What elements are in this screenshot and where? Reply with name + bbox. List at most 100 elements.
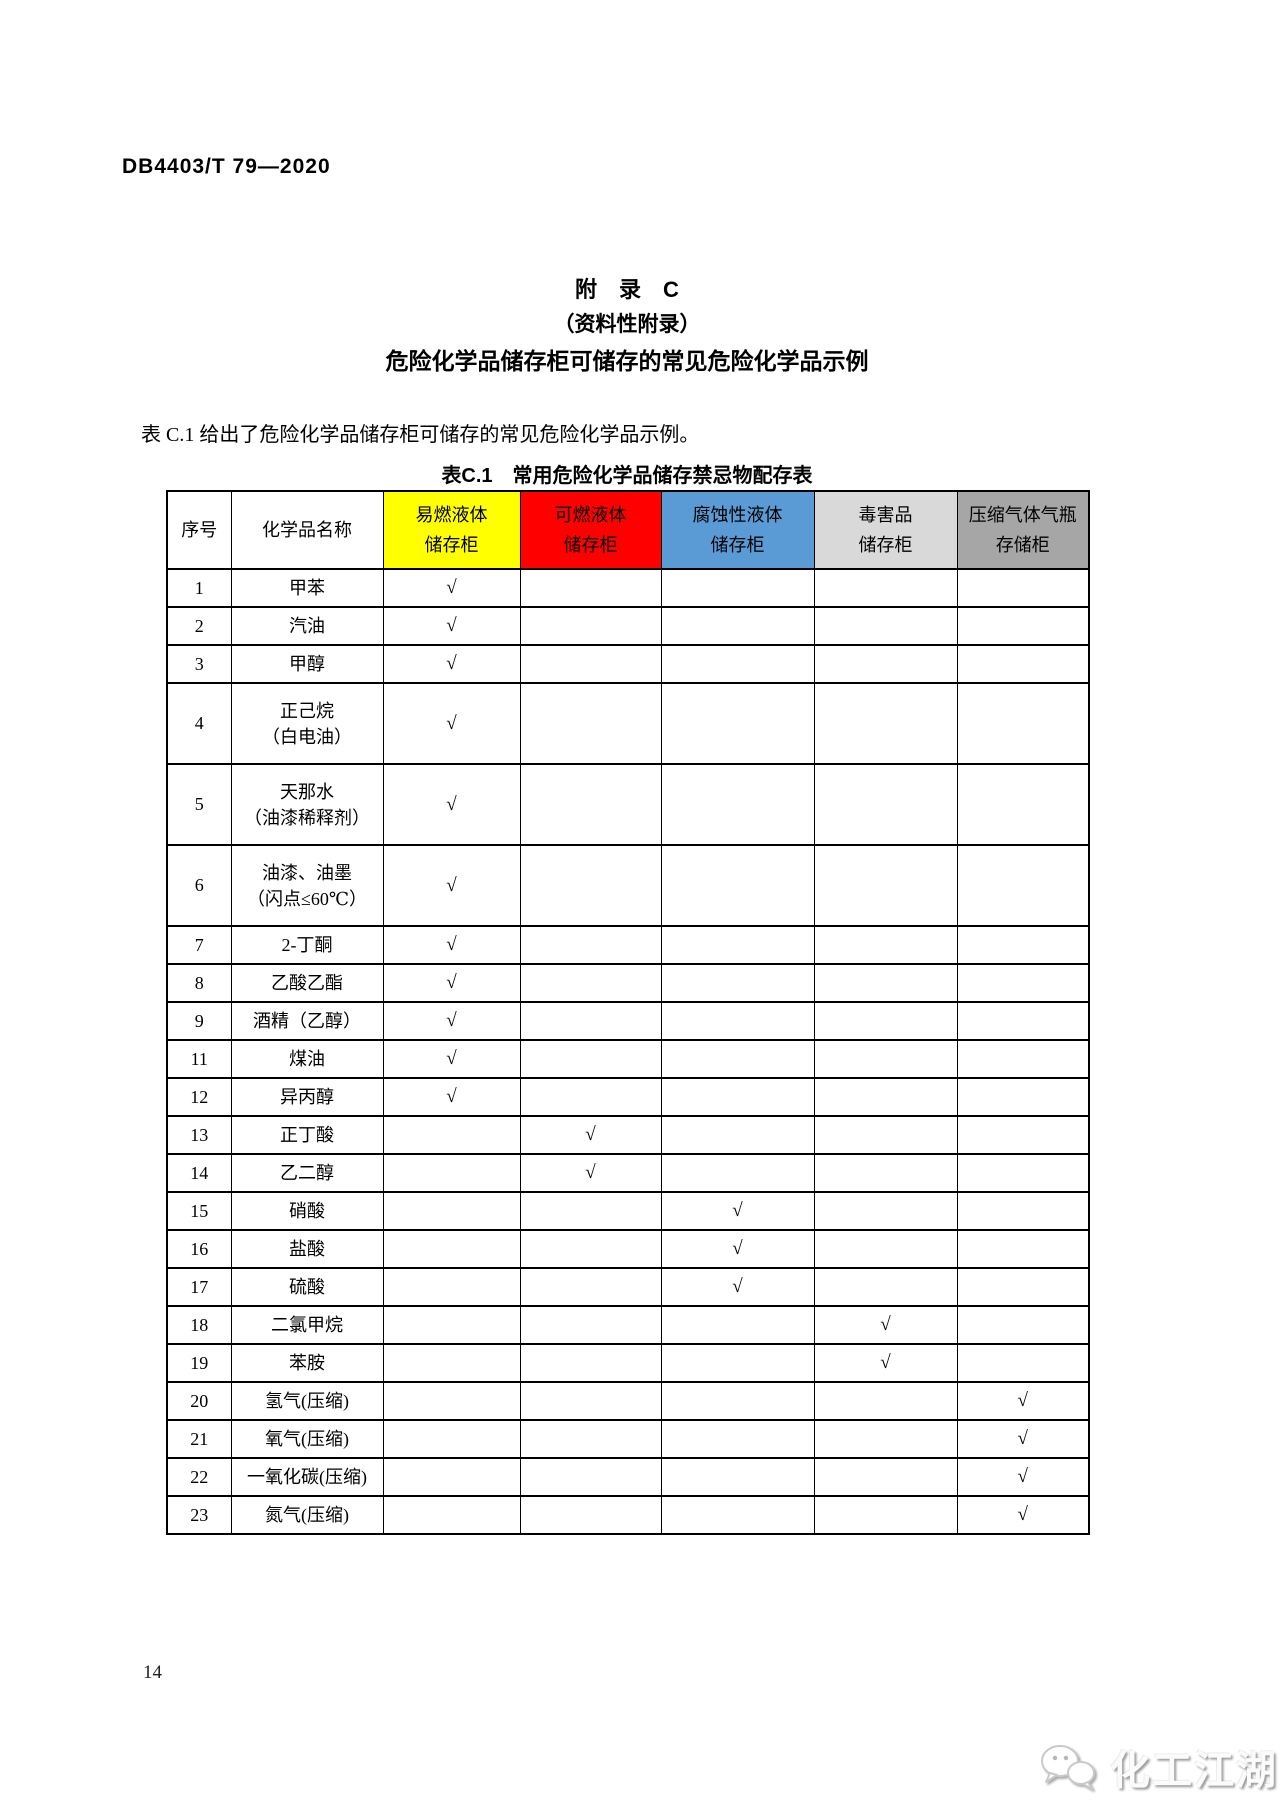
- check-cell: √: [382, 1077, 521, 1117]
- empty-cell: [813, 1153, 958, 1193]
- empty-cell: [956, 925, 1090, 965]
- row-number: 21: [166, 1419, 232, 1459]
- table-row: 16 盐酸 √: [166, 1229, 1090, 1269]
- empty-cell: [660, 1457, 815, 1497]
- empty-cell: [813, 644, 958, 684]
- check-cell: √: [660, 1191, 815, 1231]
- empty-cell: [956, 1115, 1090, 1155]
- row-number: 1: [166, 568, 232, 608]
- column-header-5: 毒害品 储存柜: [813, 490, 958, 570]
- row-number: 13: [166, 1115, 232, 1155]
- empty-cell: [813, 1115, 958, 1155]
- table-body: 1 甲苯 √ 2 汽油 √ 3 甲醇 √ 4 正己烷 （白电油） √ 5 天那水 （油漆稀释剂） √ 6 油漆、油墨…: [166, 568, 1090, 1535]
- empty-cell: [382, 1191, 521, 1231]
- check-cell: √: [956, 1419, 1090, 1459]
- table-row: 5 天那水 （油漆稀释剂） √: [166, 763, 1090, 846]
- table-row: 11 煤油 √: [166, 1039, 1090, 1079]
- empty-cell: [956, 1343, 1090, 1383]
- row-number: 5: [166, 763, 232, 846]
- table-row: 22 一氧化碳(压缩) √: [166, 1457, 1090, 1497]
- empty-cell: [813, 1229, 958, 1269]
- chemical-name: 甲苯: [230, 568, 384, 608]
- check-cell: √: [382, 925, 521, 965]
- chemical-name: 天那水 （油漆稀释剂）: [230, 763, 384, 846]
- table-row: 21 氧气(压缩) √: [166, 1419, 1090, 1459]
- empty-cell: [519, 763, 662, 846]
- column-header-0: 序号: [166, 490, 232, 570]
- empty-cell: [660, 925, 815, 965]
- column-header-4: 腐蚀性液体 储存柜: [660, 490, 815, 570]
- empty-cell: [660, 1001, 815, 1041]
- row-number: 14: [166, 1153, 232, 1193]
- row-number: 20: [166, 1381, 232, 1421]
- chemical-name: 汽油: [230, 606, 384, 646]
- wechat-icon: [1041, 1745, 1095, 1790]
- check-cell: √: [382, 682, 521, 765]
- table-row: 9 酒精（乙醇） √: [166, 1001, 1090, 1041]
- empty-cell: [956, 1191, 1090, 1231]
- check-cell: √: [519, 1153, 662, 1193]
- table-row: 7 2-丁酮 √: [166, 925, 1090, 965]
- empty-cell: [660, 606, 815, 646]
- empty-cell: [519, 1305, 662, 1345]
- check-cell: √: [382, 1039, 521, 1079]
- table-row: 12 异丙醇 √: [166, 1077, 1090, 1117]
- empty-cell: [660, 1039, 815, 1079]
- empty-cell: [382, 1343, 521, 1383]
- doc-number: DB4403/T 79—2020: [122, 155, 331, 178]
- empty-cell: [813, 1039, 958, 1079]
- empty-cell: [813, 925, 958, 965]
- empty-cell: [519, 1191, 662, 1231]
- empty-cell: [813, 844, 958, 927]
- watermark-text: 化工江湖: [1110, 1749, 1278, 1793]
- compatibility-table: 序号 化学品名称 易燃液体 储存柜 可燃液体 储存柜 腐蚀性液体 储存柜 毒害品 储存柜 压缩气体气…: [166, 490, 1090, 1535]
- table-header-row: 序号 化学品名称 易燃液体 储存柜 可燃液体 储存柜 腐蚀性液体 储存柜 毒害品 储存柜 压缩气体气…: [166, 490, 1090, 570]
- empty-cell: [660, 1077, 815, 1117]
- check-cell: √: [956, 1457, 1090, 1497]
- empty-cell: [519, 1457, 662, 1497]
- empty-cell: [956, 1153, 1090, 1193]
- empty-cell: [956, 606, 1090, 646]
- empty-cell: [813, 1267, 958, 1307]
- empty-cell: [813, 1495, 958, 1535]
- empty-cell: [956, 568, 1090, 608]
- chemical-name: 硝酸: [230, 1191, 384, 1231]
- empty-cell: [956, 1305, 1090, 1345]
- row-number: 12: [166, 1077, 232, 1117]
- chemical-name: 油漆、油墨 （闪点≤60℃）: [230, 844, 384, 927]
- chemical-name: 异丙醇: [230, 1077, 384, 1117]
- chemical-name: 正丁酸: [230, 1115, 384, 1155]
- check-cell: √: [382, 568, 521, 608]
- empty-cell: [813, 606, 958, 646]
- row-number: 3: [166, 644, 232, 684]
- table-caption: 表C.1 常用危险化学品储存禁忌物配存表: [441, 465, 813, 487]
- appendix-heading: 危险化学品储存柜可储存的常见危险化学品示例: [385, 348, 869, 374]
- table-row: 1 甲苯 √: [166, 568, 1090, 608]
- empty-cell: [382, 1495, 521, 1535]
- check-cell: √: [382, 963, 521, 1003]
- empty-cell: [813, 763, 958, 846]
- empty-cell: [813, 1419, 958, 1459]
- chemical-name: 硫酸: [230, 1267, 384, 1307]
- empty-cell: [519, 1267, 662, 1307]
- empty-cell: [519, 1381, 662, 1421]
- empty-cell: [813, 682, 958, 765]
- empty-cell: [519, 606, 662, 646]
- empty-cell: [382, 1305, 521, 1345]
- empty-cell: [813, 1001, 958, 1041]
- check-cell: √: [956, 1495, 1090, 1535]
- row-number: 17: [166, 1267, 232, 1307]
- check-cell: √: [956, 1381, 1090, 1421]
- row-number: 18: [166, 1305, 232, 1345]
- empty-cell: [519, 682, 662, 765]
- chemical-name: 一氧化碳(压缩): [230, 1457, 384, 1497]
- row-number: 2: [166, 606, 232, 646]
- empty-cell: [660, 644, 815, 684]
- empty-cell: [956, 1077, 1090, 1117]
- table-row: 23 氮气(压缩) √: [166, 1495, 1090, 1535]
- empty-cell: [956, 1229, 1090, 1269]
- empty-cell: [956, 1039, 1090, 1079]
- empty-cell: [519, 1001, 662, 1041]
- empty-cell: [519, 644, 662, 684]
